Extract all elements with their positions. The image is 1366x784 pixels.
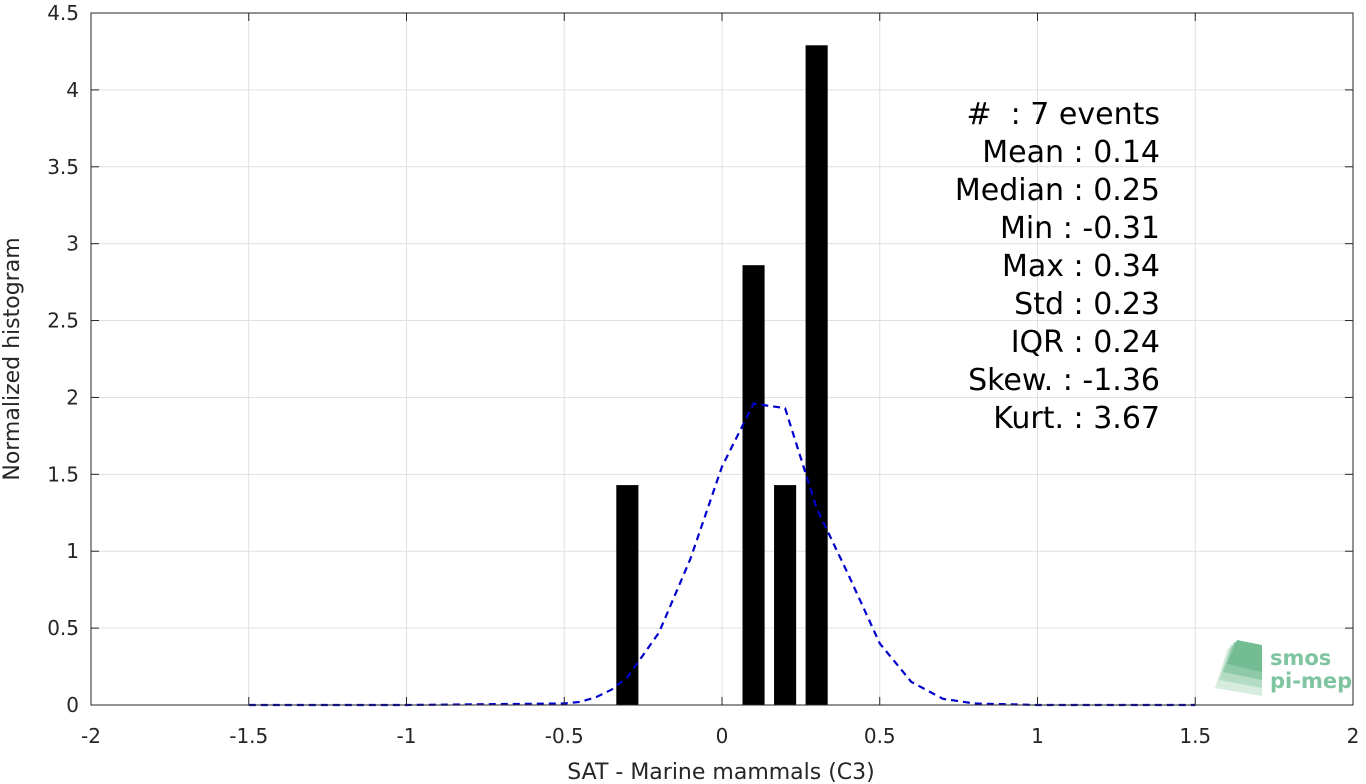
y-tick-label: 1 — [66, 539, 79, 563]
y-tick-labels: 0 0.5 1 1.5 2 2.5 3 3.5 4 4.5 — [47, 1, 79, 717]
x-tick-labels: -2 -1.5 -1 -0.5 0 0.5 1 1.5 2 — [81, 724, 1359, 748]
stat-line: IQR : 0.24 — [1011, 325, 1160, 360]
x-tick-label: -1.5 — [229, 724, 268, 748]
fit-curve — [248, 402, 1196, 707]
y-tick-label: 0.5 — [47, 616, 79, 640]
logo-text-pi-mep: pi-mep — [1270, 669, 1352, 693]
grid-lines — [90, 12, 1354, 706]
x-tick-label: 0.5 — [864, 724, 896, 748]
y-tick-label: 3.5 — [47, 155, 79, 179]
y-tick-label: 3 — [66, 232, 79, 256]
normal-fit-curve — [248, 402, 1196, 707]
x-tick-label: 1.5 — [1179, 724, 1211, 748]
y-tick-label: 2.5 — [47, 309, 79, 333]
stat-line: Mean : 0.14 — [982, 135, 1160, 170]
x-tick-label: 0 — [716, 724, 729, 748]
x-tick-label: -0.5 — [545, 724, 584, 748]
y-tick-label: 4 — [66, 78, 79, 102]
histogram-bar — [805, 45, 828, 705]
y-axis-label: Normalized histogram — [0, 237, 25, 480]
layered-waves-icon — [1215, 640, 1262, 696]
x-tick-label: -2 — [81, 724, 101, 748]
bars — [616, 45, 828, 705]
x-tick-label: 2 — [1347, 724, 1360, 748]
histogram-bar — [774, 485, 797, 705]
stat-line: Median : 0.25 — [955, 173, 1160, 208]
smos-pi-mep-logo: smos pi-mep — [1215, 640, 1352, 696]
y-tick-label: 1.5 — [47, 462, 79, 486]
histogram-bar — [742, 265, 765, 705]
y-tick-label: 4.5 — [47, 1, 79, 25]
stat-line: Skew. : -1.36 — [968, 363, 1160, 398]
stat-line: Std : 0.23 — [1014, 287, 1160, 322]
logo-text-smos: smos — [1270, 646, 1331, 670]
x-tick-label: -1 — [397, 724, 417, 748]
stat-line: # : 7 events — [966, 97, 1160, 132]
axes — [90, 12, 1354, 706]
x-tick-label: 1 — [1031, 724, 1044, 748]
y-tick-label: 0 — [66, 693, 79, 717]
x-axis-label: SAT - Marine mammals (C3) — [567, 760, 875, 784]
stat-line: Min : -0.31 — [1000, 211, 1160, 246]
stat-line: Kurt. : 3.67 — [993, 401, 1160, 436]
y-tick-label: 2 — [66, 385, 79, 409]
histogram-bar — [616, 485, 639, 705]
stat-line: Max : 0.34 — [1002, 249, 1160, 284]
